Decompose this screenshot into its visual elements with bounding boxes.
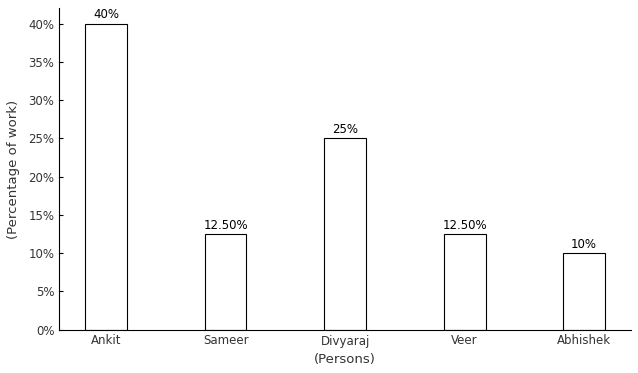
- Text: 12.50%: 12.50%: [204, 219, 248, 232]
- X-axis label: (Persons): (Persons): [314, 353, 376, 366]
- Y-axis label: (Percentage of work): (Percentage of work): [7, 100, 20, 239]
- Text: 25%: 25%: [332, 123, 358, 136]
- Bar: [563, 253, 605, 330]
- Bar: [443, 234, 486, 330]
- Text: 12.50%: 12.50%: [442, 219, 487, 232]
- Bar: [85, 23, 127, 330]
- Bar: [205, 234, 246, 330]
- Bar: [324, 138, 366, 330]
- Text: 10%: 10%: [571, 238, 597, 251]
- Text: 40%: 40%: [93, 8, 119, 21]
